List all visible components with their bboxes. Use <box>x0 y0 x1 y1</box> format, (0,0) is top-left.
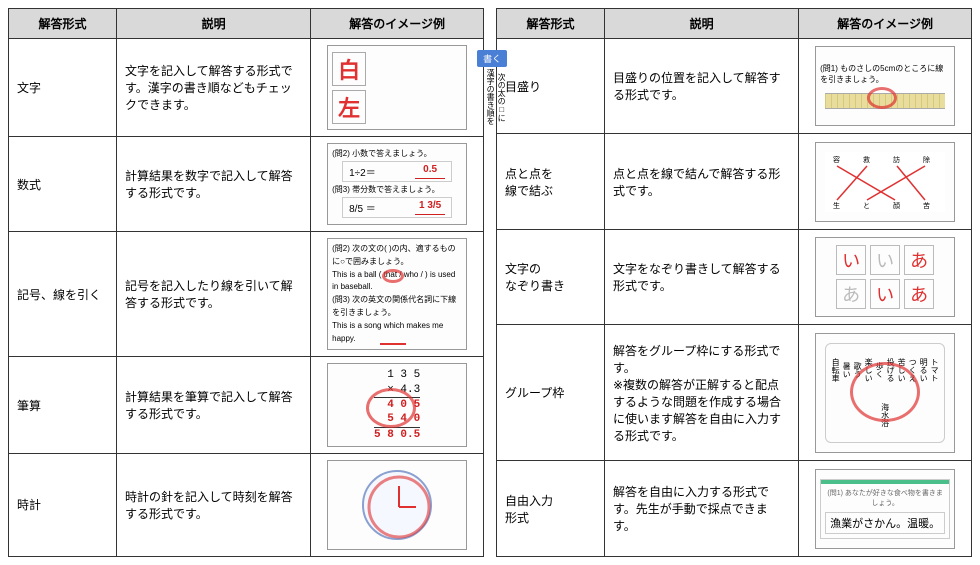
trace-box: あ <box>904 279 934 309</box>
clock-icon <box>362 470 432 540</box>
type-cell: 文字 <box>9 39 117 137</box>
trace-box: い <box>870 245 900 275</box>
header-img: 解答のイメージ例 <box>799 9 972 39</box>
desc-cell: 文字を記入して解答する形式です。漢字の書き順などもチェックできます。 <box>116 39 310 137</box>
image-cell: (問1) ものさしの5cmのところに線を引きましょう。 <box>799 39 972 134</box>
thumb-trace: い い あ あ い あ <box>815 237 955 317</box>
svg-text:除: 除 <box>923 155 930 164</box>
image-cell: (問1) あなたが好きな食べ物を書きましょう。 漁業がさかん。温暖。 <box>799 461 972 556</box>
table-row: 点と点を 線で結ぶ 点と点を線で結んで解答する形式です。 容 救 訪 除 生 と <box>497 134 972 229</box>
trace-box: あ <box>836 279 866 309</box>
svg-text:訪: 訪 <box>893 155 900 164</box>
trace-box: い <box>836 245 866 275</box>
side-text: 次の太の□に漢字の書き順を <box>485 69 507 125</box>
free-ui: (問1) あなたが好きな食べ物を書きましょう。 漁業がさかん。温暖。 <box>820 479 950 539</box>
kanji-box: 左 <box>332 90 366 124</box>
thumb-connect: 容 救 訪 除 生 と 顔 苦 <box>815 142 955 222</box>
thumb-math: (問2) 小数で答えましょう。 1÷2＝ 0.5 (問3) 帯分数で答えましょう… <box>327 143 467 225</box>
svg-text:苦: 苦 <box>923 201 930 210</box>
desc-cell: 記号を記入したり線を引いて解答する形式です。 <box>116 232 310 357</box>
image-cell: 1 3 5 × 4.3 4 0 5 5 4 0 5 8 0.5 <box>311 357 484 453</box>
thumb-kanji: 白 左 書く 次の太の□に漢字の書き順を <box>327 45 467 130</box>
desc-cell: 解答をグループ枠にする形式です。 ※複数の解答が正解すると配点するような問題を作… <box>604 325 798 461</box>
table-header-row: 解答形式 説明 解答のイメージ例 <box>9 9 484 39</box>
table-row: 文字の なぞり書き 文字をなぞり書きして解答する形式です。 い い あ あ い … <box>497 229 972 324</box>
type-cell: 記号、線を引く <box>9 232 117 357</box>
answer-format-table-right: 解答形式 説明 解答のイメージ例 目盛り 目盛りの位置を記入して解答する形式です… <box>496 8 972 557</box>
table-row: 記号、線を引く 記号を記入したり線を引いて解答する形式です。 (問2) 次の文の… <box>9 232 484 357</box>
table-row: 文字 文字を記入して解答する形式です。漢字の書き順などもチェックできます。 白 … <box>9 39 484 137</box>
header-type: 解答形式 <box>497 9 605 39</box>
type-cell: 文字の なぞり書き <box>497 229 605 324</box>
thumb-clock <box>327 460 467 550</box>
trace-box: あ <box>904 245 934 275</box>
desc-cell: 点と点を線で結んで解答する形式です。 <box>604 134 798 229</box>
header-desc: 説明 <box>604 9 798 39</box>
calc-block: 1 3 5 × 4.3 4 0 5 5 4 0 5 8 0.5 <box>374 368 420 441</box>
table-row: 目盛り 目盛りの位置を記入して解答する形式です。 (問1) ものさしの5cmのと… <box>497 39 972 134</box>
thumb-free: (問1) あなたが好きな食べ物を書きましょう。 漁業がさかん。温暖。 <box>815 469 955 549</box>
header-img: 解答のイメージ例 <box>311 9 484 39</box>
header-type: 解答形式 <box>9 9 117 39</box>
table-row: 時計 時計の針を記入して時刻を解答する形式です。 <box>9 453 484 556</box>
desc-cell: 目盛りの位置を記入して解答する形式です。 <box>604 39 798 134</box>
group-box: 自転車 暑い 歌う 楽しい 歩く 投げる 苦しい つくえ 明るい トマト 海水浴 <box>825 343 945 443</box>
image-cell: 自転車 暑い 歌う 楽しい 歩く 投げる 苦しい つくえ 明るい トマト 海水浴 <box>799 325 972 461</box>
image-cell: (問2) 小数で答えましょう。 1÷2＝ 0.5 (問3) 帯分数で答えましょう… <box>311 137 484 232</box>
type-cell: 筆算 <box>9 357 117 453</box>
desc-cell: 計算結果を数字で記入して解答する形式です。 <box>116 137 310 232</box>
svg-text:救: 救 <box>863 155 870 164</box>
svg-text:顔: 顔 <box>893 201 900 210</box>
image-cell: (問2) 次の文の( )の内、適するものに○で囲みましょう。 This is a… <box>311 232 484 357</box>
table-row: 数式 計算結果を数字で記入して解答する形式です。 (問2) 小数で答えましょう。… <box>9 137 484 232</box>
type-cell: 点と点を 線で結ぶ <box>497 134 605 229</box>
image-cell: 白 左 書く 次の太の□に漢字の書き順を <box>311 39 484 137</box>
math-line: 8/5 ＝ 1 3/5 <box>342 197 452 218</box>
table-header-row: 解答形式 説明 解答のイメージ例 <box>497 9 972 39</box>
type-cell: 時計 <box>9 453 117 556</box>
write-button[interactable]: 書く <box>477 50 507 67</box>
desc-cell: 時計の針を記入して時刻を解答する形式です。 <box>116 453 310 556</box>
kanji-box: 白 <box>332 52 366 86</box>
answer-format-table-left: 解答形式 説明 解答のイメージ例 文字 文字を記入して解答する形式です。漢字の書… <box>8 8 484 557</box>
desc-cell: 計算結果を筆算で記入して解答する形式です。 <box>116 357 310 453</box>
type-cell: 数式 <box>9 137 117 232</box>
thumb-calc: 1 3 5 × 4.3 4 0 5 5 4 0 5 8 0.5 <box>327 363 467 446</box>
type-cell: グループ枠 <box>497 325 605 461</box>
desc-cell: 解答を自由に入力する形式です。先生が手動で採点できます。 <box>604 461 798 556</box>
image-cell: 容 救 訪 除 生 と 顔 苦 <box>799 134 972 229</box>
connect-diagram: 容 救 訪 除 生 と 顔 苦 <box>825 152 945 212</box>
thumb-line: (問2) 次の文の( )の内、適するものに○で囲みましょう。 This is a… <box>327 238 467 350</box>
svg-text:容: 容 <box>833 155 840 164</box>
desc-cell: 文字をなぞり書きして解答する形式です。 <box>604 229 798 324</box>
type-cell: 目盛り <box>497 39 605 134</box>
table-row: グループ枠 解答をグループ枠にする形式です。 ※複数の解答が正解すると配点するよ… <box>497 325 972 461</box>
tables-container: 解答形式 説明 解答のイメージ例 文字 文字を記入して解答する形式です。漢字の書… <box>8 8 972 557</box>
image-cell: い い あ あ い あ <box>799 229 972 324</box>
thumb-ruler: (問1) ものさしの5cmのところに線を引きましょう。 <box>815 46 955 126</box>
svg-text:と: と <box>863 202 870 210</box>
svg-text:生: 生 <box>833 201 840 210</box>
image-cell <box>311 453 484 556</box>
header-desc: 説明 <box>116 9 310 39</box>
type-cell: 自由入力 形式 <box>497 461 605 556</box>
math-line: 1÷2＝ 0.5 <box>342 161 452 182</box>
trace-box: い <box>870 279 900 309</box>
thumb-group: 自転車 暑い 歌う 楽しい 歩く 投げる 苦しい つくえ 明るい トマト 海水浴 <box>815 333 955 453</box>
table-row: 筆算 計算結果を筆算で記入して解答する形式です。 1 3 5 × 4.3 4 0… <box>9 357 484 453</box>
table-row: 自由入力 形式 解答を自由に入力する形式です。先生が手動で採点できます。 (問1… <box>497 461 972 556</box>
